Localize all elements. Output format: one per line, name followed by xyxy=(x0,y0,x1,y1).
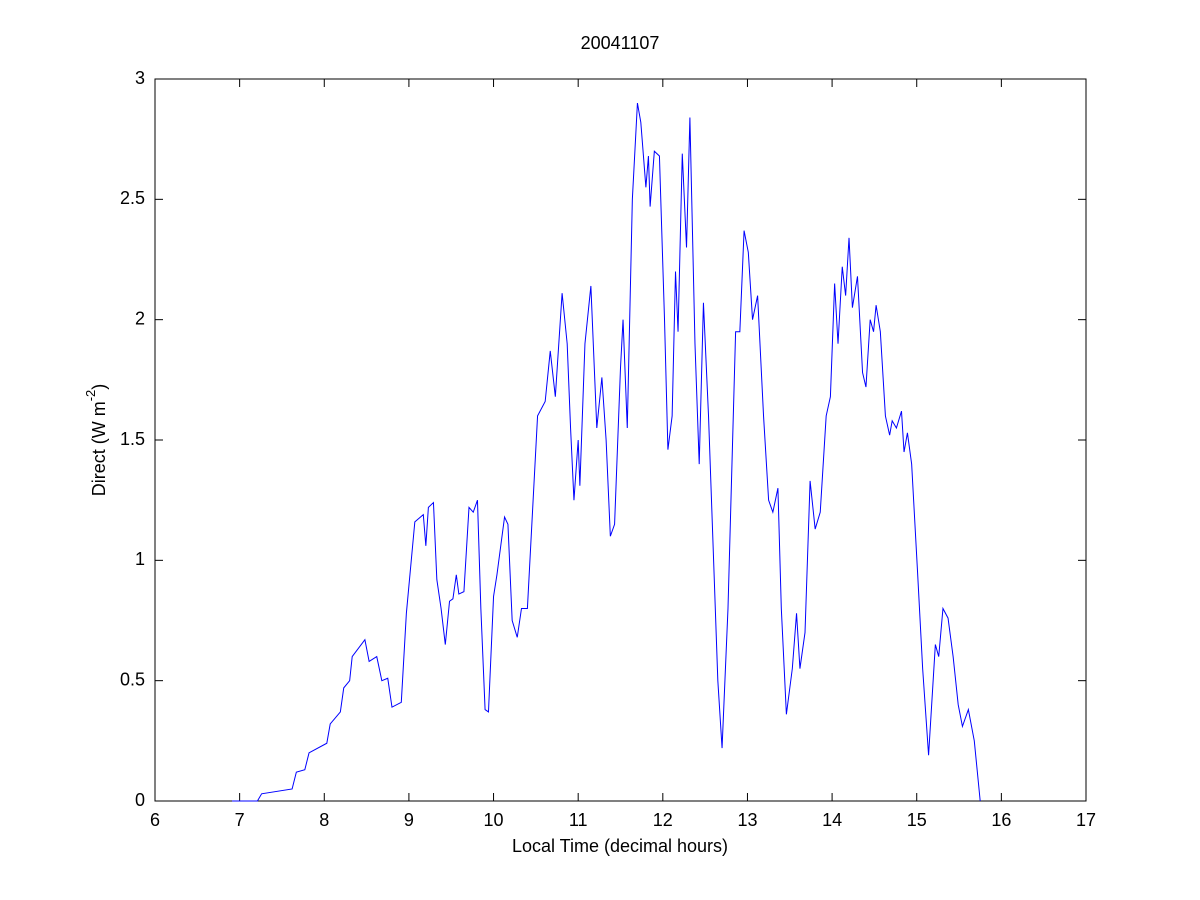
x-axis-label: Local Time (decimal hours) xyxy=(512,836,728,856)
chart-title: 20041107 xyxy=(581,33,660,53)
x-tick-label: 12 xyxy=(653,810,673,830)
y-tick-label: 3 xyxy=(135,68,145,88)
y-tick-label: 0 xyxy=(135,790,145,810)
data-line xyxy=(232,102,981,802)
x-tick-label: 16 xyxy=(991,810,1011,830)
y-tick-label: 0.5 xyxy=(120,669,145,689)
x-tick-label: 10 xyxy=(484,810,504,830)
y-tick-label: 2.5 xyxy=(120,188,145,208)
y-tick-label: 2 xyxy=(135,308,145,328)
x-tick-label: 7 xyxy=(235,810,245,830)
y-axis-label-superscript: -2 xyxy=(83,390,98,402)
x-tick-label: 14 xyxy=(822,810,842,830)
x-tick-label: 11 xyxy=(569,810,588,830)
x-tick-label: 6 xyxy=(150,810,160,830)
x-tick-label: 15 xyxy=(907,810,927,830)
y-axis-label-main: Direct (W m xyxy=(89,401,109,496)
x-tick-label: 8 xyxy=(319,810,329,830)
plot-area xyxy=(154,78,1087,802)
y-axis-label-end: ) xyxy=(89,384,109,390)
y-tick-label: 1 xyxy=(135,549,145,569)
y-axis-label: Direct (W m-2) xyxy=(83,384,108,497)
y-tick-label: 1.5 xyxy=(120,429,145,449)
x-tick-label: 13 xyxy=(737,810,757,830)
x-tick-label: 9 xyxy=(404,810,414,830)
x-tick-label: 17 xyxy=(1076,810,1096,830)
